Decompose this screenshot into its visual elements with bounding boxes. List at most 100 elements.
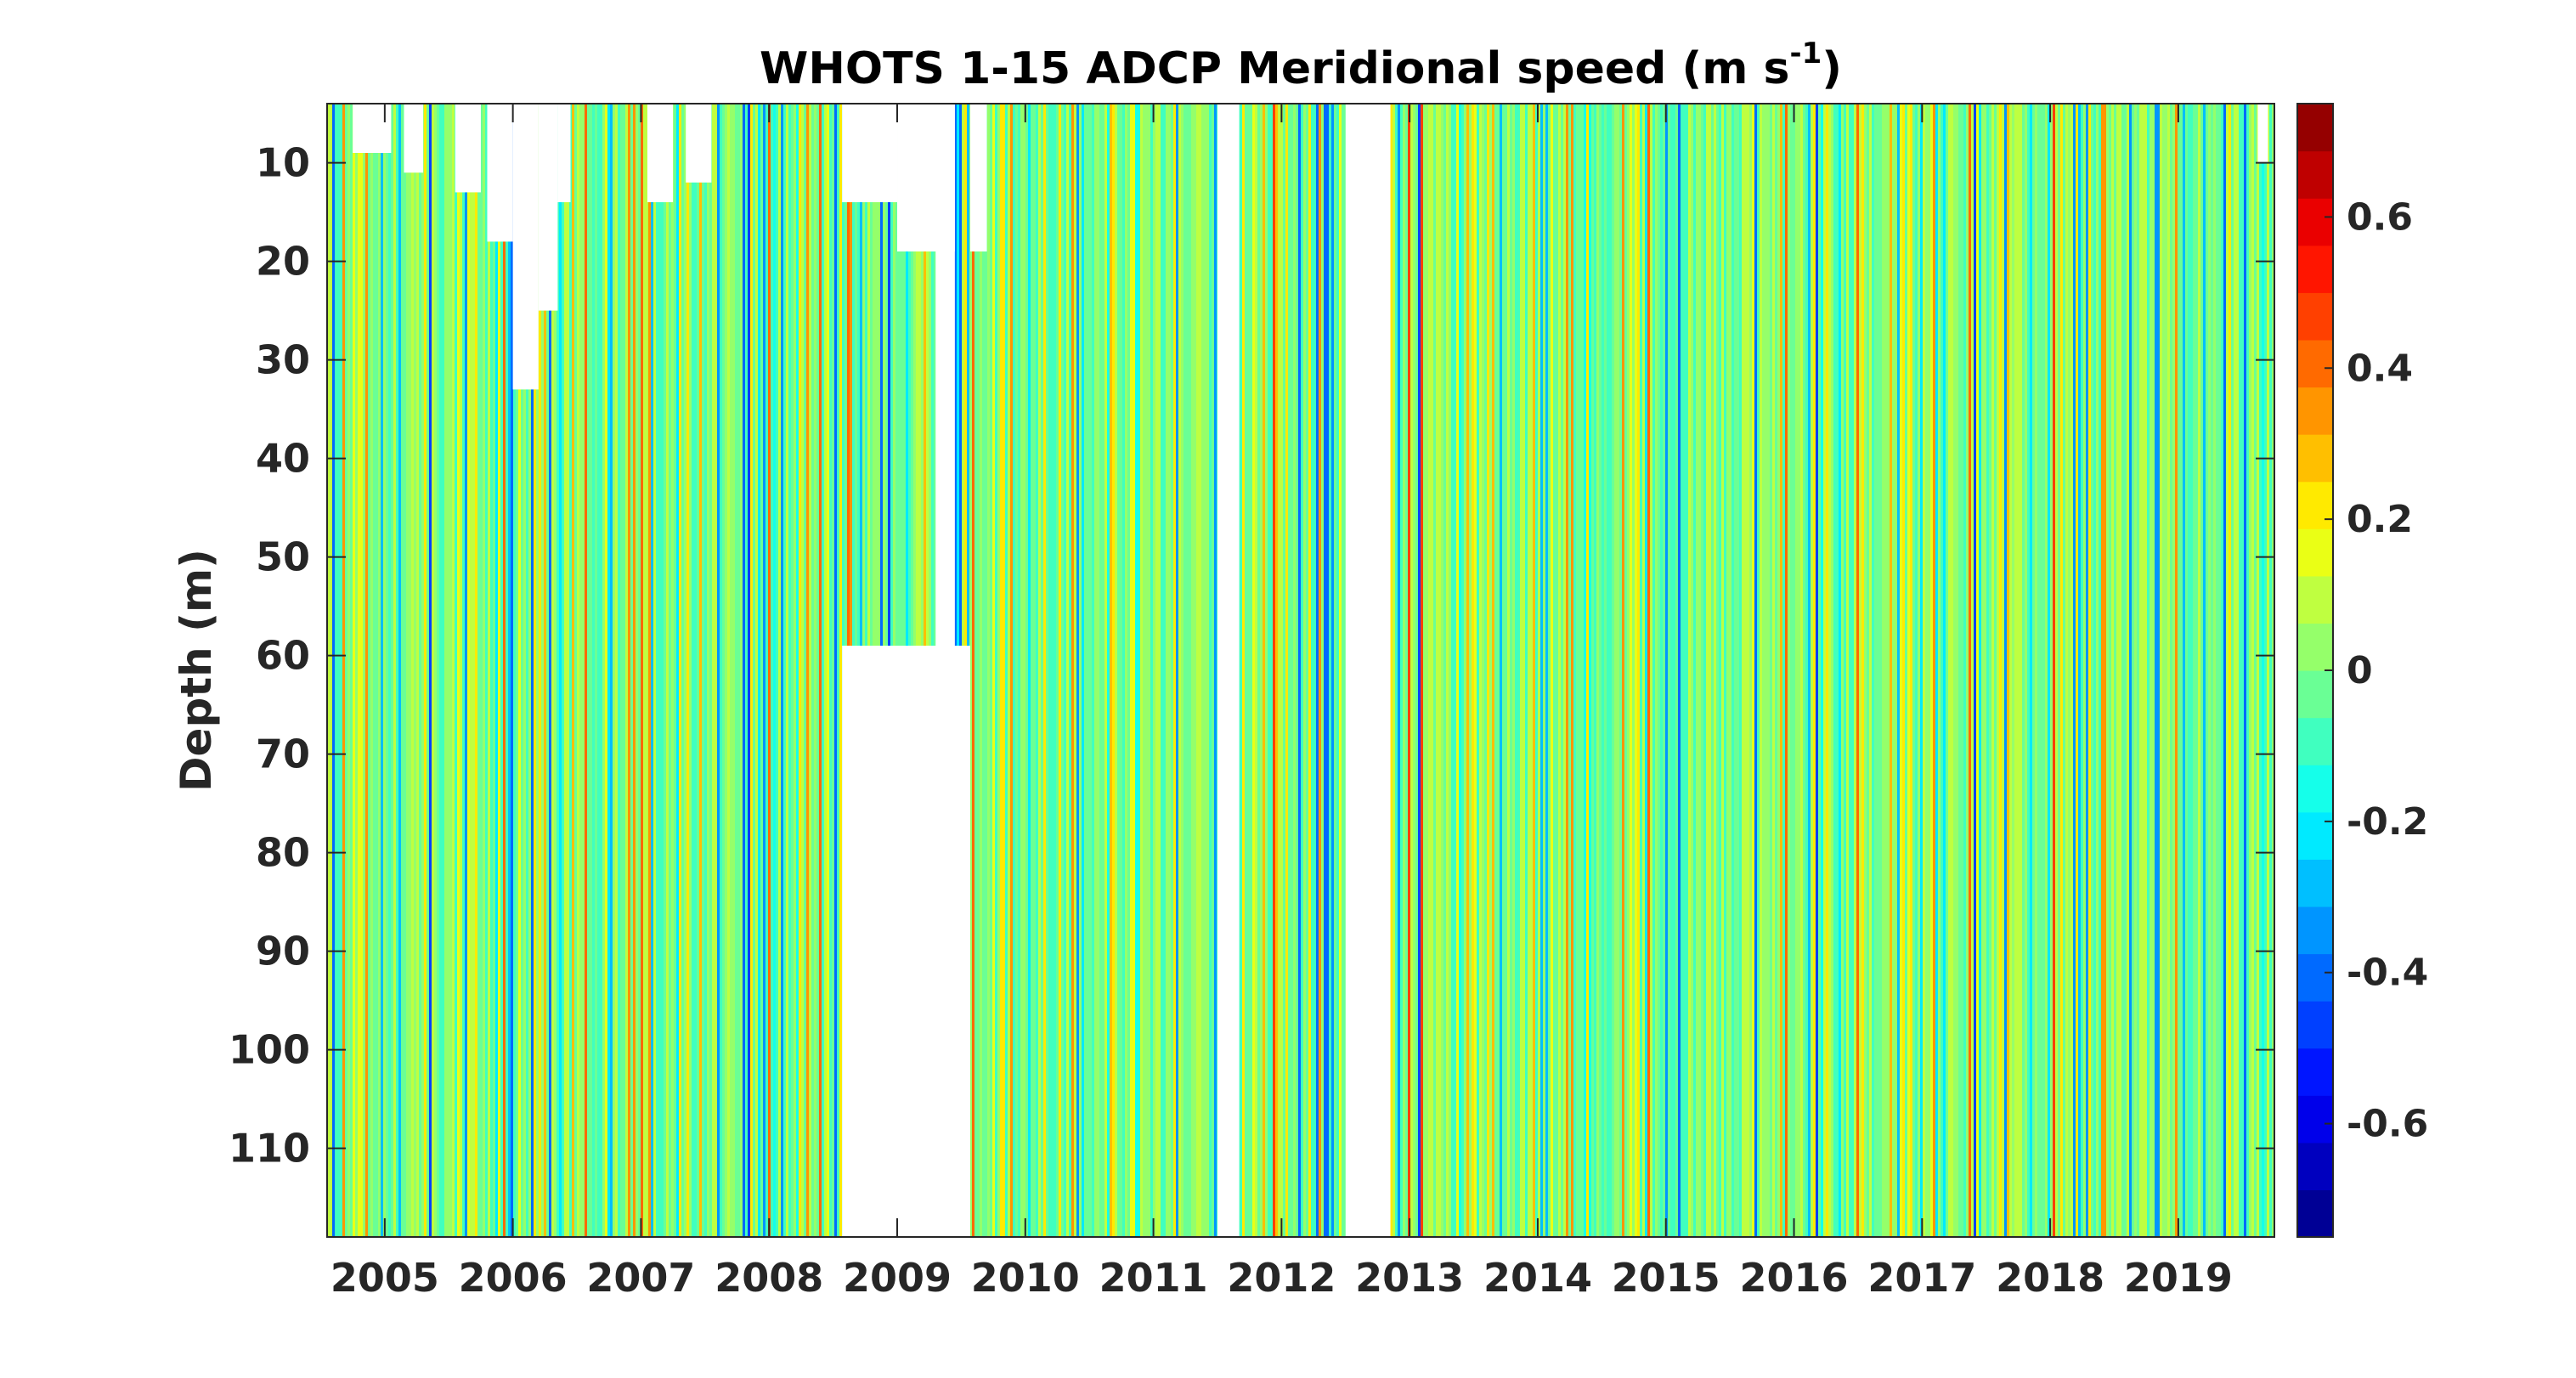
- heatmap-column: [2127, 104, 2130, 1237]
- heatmap-column: [536, 104, 539, 1237]
- heatmap-column: [2050, 104, 2053, 1237]
- heatmap-column: [1102, 104, 1105, 1237]
- heatmap-column: [1930, 104, 1934, 1237]
- y-tick-label: 30: [256, 337, 310, 383]
- heatmap-column: [1956, 104, 1959, 1237]
- heatmap-column: [1879, 104, 1883, 1237]
- heatmap-column: [1693, 104, 1697, 1237]
- heatmap-column: [1923, 104, 1926, 1237]
- heatmap-column: [1125, 104, 1128, 1237]
- heatmap-column: [1446, 104, 1449, 1237]
- heatmap-column: [1296, 104, 1299, 1237]
- heatmap-column: [1660, 104, 1664, 1237]
- heatmap-column: [2022, 104, 2025, 1237]
- heatmap-column: [2060, 104, 2064, 1237]
- heatmap-column: [1145, 104, 1149, 1237]
- surface-gap: [969, 104, 987, 251]
- heatmap-column: [337, 104, 341, 1237]
- heatmap-column: [1342, 104, 1345, 1237]
- heatmap-column: [1788, 104, 1791, 1237]
- heatmap-column: [1935, 104, 1939, 1237]
- heatmap-column: [467, 104, 471, 1237]
- heatmap-column: [1120, 104, 1123, 1237]
- heatmap-column: [2058, 104, 2061, 1237]
- heatmap-column: [2149, 104, 2153, 1237]
- heatmap-column: [2236, 104, 2240, 1237]
- heatmap-column: [1833, 104, 1837, 1237]
- heatmap-column: [2251, 104, 2255, 1237]
- heatmap-column: [1744, 104, 1748, 1237]
- heatmap-column: [1777, 104, 1781, 1237]
- heatmap-column: [1275, 104, 1279, 1237]
- heatmap-column: [498, 104, 501, 1237]
- heatmap-column: [1854, 104, 1857, 1237]
- x-tick-label: 2006: [459, 1255, 568, 1301]
- heatmap-column: [1818, 104, 1822, 1237]
- heatmap-column: [740, 104, 743, 1237]
- heatmap-column: [1163, 104, 1167, 1237]
- heatmap-column: [717, 104, 720, 1237]
- heatmap-column: [2226, 104, 2229, 1237]
- heatmap-column: [643, 104, 647, 1237]
- heatmap-column: [1594, 104, 1597, 1237]
- y-tick-label: 10: [256, 140, 310, 186]
- heatmap-column: [1884, 104, 1888, 1237]
- heatmap-column: [1426, 104, 1429, 1237]
- heatmap-column: [2231, 104, 2234, 1237]
- heatmap-column: [1591, 104, 1595, 1237]
- heatmap-column: [1099, 104, 1103, 1237]
- heatmap-column: [1688, 104, 1692, 1237]
- colorbar-level: [2297, 481, 2333, 529]
- x-tick-label: 2018: [1996, 1255, 2104, 1301]
- heatmap-column: [2037, 104, 2041, 1237]
- colorbar-level: [2297, 859, 2333, 907]
- heatmap-column: [327, 104, 330, 1237]
- heatmap-column: [1731, 104, 1735, 1237]
- heatmap-column: [2259, 104, 2262, 1237]
- heatmap-column: [2109, 104, 2112, 1237]
- heatmap-column: [2155, 104, 2158, 1237]
- heatmap-column: [765, 104, 769, 1237]
- heatmap-column: [1533, 104, 1536, 1237]
- heatmap-column: [562, 104, 565, 1237]
- heatmap-column: [1969, 104, 1972, 1237]
- heatmap-column: [1752, 104, 1755, 1237]
- heatmap-column: [648, 104, 652, 1237]
- heatmap-column: [735, 104, 738, 1237]
- heatmap-column: [987, 104, 991, 1237]
- heatmap-column: [1181, 104, 1184, 1237]
- heatmap-column: [1176, 104, 1179, 1237]
- heatmap-column: [345, 104, 348, 1237]
- heatmap-column: [376, 104, 379, 1237]
- heatmap-column: [1048, 104, 1052, 1237]
- heatmap-column: [1658, 104, 1661, 1237]
- heatmap-column: [1431, 104, 1434, 1237]
- heatmap-column: [982, 104, 986, 1237]
- heatmap-column: [1173, 104, 1177, 1237]
- x-tick-label: 2005: [330, 1255, 439, 1301]
- heatmap-column: [544, 104, 547, 1237]
- heatmap-column: [620, 104, 624, 1237]
- heatmap-column: [977, 104, 980, 1237]
- heatmap-column: [1270, 104, 1274, 1237]
- heatmap-column: [1438, 104, 1442, 1237]
- heatmap-column: [1255, 104, 1258, 1237]
- heatmap-column: [2119, 104, 2122, 1237]
- heatmap-column: [760, 104, 764, 1237]
- heatmap-column: [1640, 104, 1643, 1237]
- heatmap-column: [452, 104, 455, 1237]
- data-gap: [842, 646, 970, 1237]
- heatmap-column: [1749, 104, 1753, 1237]
- heatmap-column: [391, 104, 394, 1237]
- heatmap-column: [1918, 104, 1921, 1237]
- heatmap-column: [2132, 104, 2135, 1237]
- heatmap-column: [2221, 104, 2224, 1237]
- y-tick-label: 70: [256, 731, 310, 777]
- heatmap-column: [1130, 104, 1133, 1237]
- heatmap-column: [816, 104, 820, 1237]
- y-tick-label: 100: [229, 1027, 310, 1073]
- heatmap-column: [2101, 104, 2104, 1237]
- heatmap-column: [2229, 104, 2232, 1237]
- heatmap-column: [1489, 104, 1493, 1237]
- heatmap-column: [1110, 104, 1113, 1237]
